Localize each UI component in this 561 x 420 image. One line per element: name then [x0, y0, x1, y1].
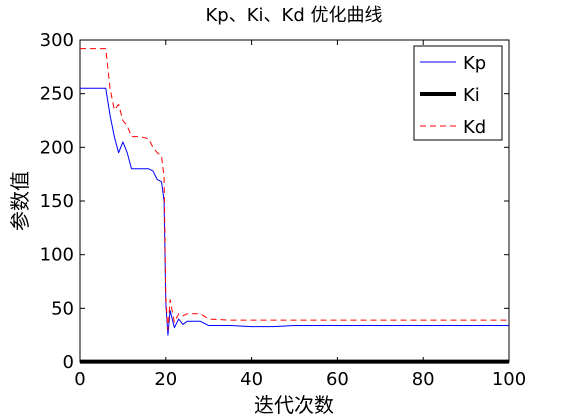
chart-title: Kp、Ki、Kd 优化曲线: [206, 5, 383, 26]
x-tick-label: 60: [326, 369, 349, 390]
legend: Kp Ki Kd: [413, 45, 503, 141]
axis-ticks: 0 20 40 60 80 100 0 50 100 150 200 250 300: [40, 30, 527, 390]
x-axis-label: 迭代次数: [254, 393, 334, 417]
y-tick-label: 250: [40, 84, 74, 105]
y-tick-label: 50: [51, 298, 74, 319]
x-tick-label: 40: [240, 369, 263, 390]
y-tick-label: 0: [63, 352, 74, 373]
y-tick-label: 300: [40, 30, 74, 51]
y-tick-label: 200: [40, 137, 74, 158]
x-tick-label: 0: [74, 369, 85, 390]
x-tick-label: 100: [492, 369, 526, 390]
y-tick-label: 150: [40, 191, 74, 212]
series-line-kd: [80, 48, 509, 331]
series-line-kp: [80, 87, 509, 336]
y-axis-label: 参数值: [8, 171, 32, 231]
y-tick-label: 100: [40, 245, 74, 266]
series-layer: [80, 48, 509, 364]
legend-label-kp: Kp: [463, 53, 486, 74]
legend-label-ki: Ki: [463, 85, 480, 106]
x-tick-label: 80: [412, 369, 435, 390]
x-tick-label: 20: [154, 369, 177, 390]
legend-label-kd: Kd: [463, 117, 486, 138]
